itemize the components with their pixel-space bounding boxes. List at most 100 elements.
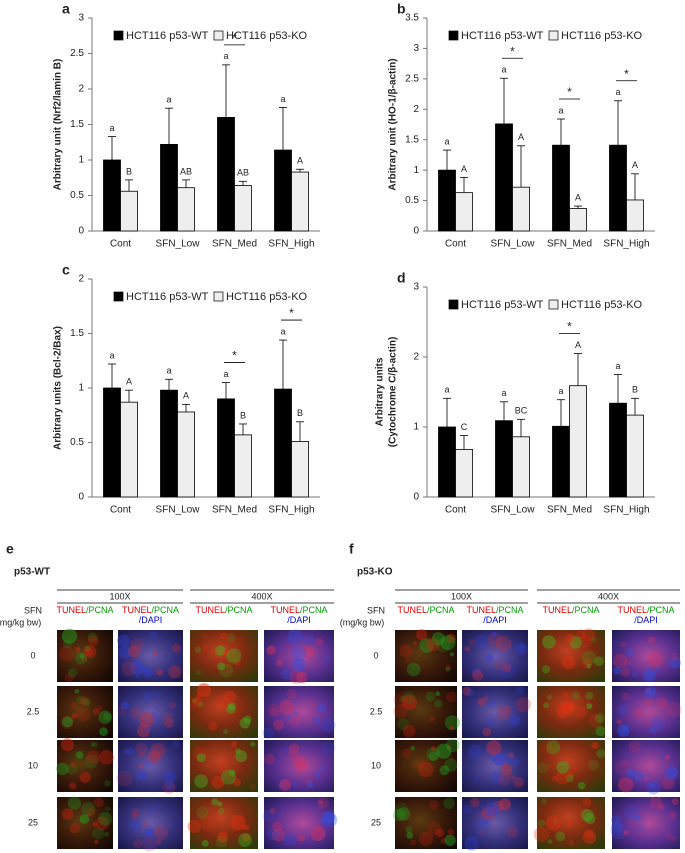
micrograph-texture	[444, 715, 460, 731]
micrograph-texture	[192, 746, 207, 761]
bar	[495, 123, 513, 232]
micrograph-texture	[515, 697, 531, 713]
column-label-part: /PCNA	[647, 605, 675, 615]
panel-label: d	[397, 270, 406, 286]
micrograph-texture	[435, 691, 440, 697]
group-letter: A	[461, 164, 467, 174]
micrograph-texture	[596, 749, 606, 759]
micrograph-texture	[577, 781, 586, 790]
y-tick-label: 2	[413, 104, 419, 115]
micrograph-texture	[144, 759, 154, 768]
x-tick-label: Cont	[110, 505, 131, 516]
micrograph-texture	[575, 706, 587, 718]
micrograph-texture	[565, 774, 574, 783]
micrograph-texture	[425, 691, 436, 702]
micrograph-texture	[496, 705, 512, 720]
micrograph-texture	[543, 702, 550, 709]
micrograph-texture	[71, 712, 78, 719]
micrograph-texture	[429, 716, 435, 722]
bar	[455, 448, 473, 498]
y-tick-label: 3	[413, 43, 419, 54]
micrograph-texture	[199, 815, 216, 832]
micrograph-texture	[440, 837, 447, 844]
micrograph-texture	[503, 753, 516, 766]
x-tick-label: Cont	[445, 239, 466, 250]
micrograph-texture	[513, 759, 520, 765]
micrograph-texture	[491, 700, 497, 706]
legend-label: HCT116 p53-KO	[561, 30, 643, 42]
micrograph	[462, 630, 528, 682]
group-letter: A	[518, 132, 524, 142]
micrograph-texture	[104, 831, 110, 837]
micrograph-texture	[555, 831, 566, 842]
micrograph-texture	[610, 821, 623, 833]
micrograph-texture	[150, 714, 161, 725]
micrograph-texture	[69, 782, 76, 790]
micrograph-texture	[283, 833, 297, 847]
micrograph-texture	[426, 637, 440, 652]
micrograph-texture	[123, 748, 129, 754]
column-label: TUNEL/PCNA	[270, 605, 327, 615]
micrograph-texture	[449, 725, 454, 730]
micrograph-texture	[431, 632, 446, 646]
micrograph-texture	[61, 628, 78, 644]
micrograph-texture	[135, 742, 148, 755]
y-tick-label: 2	[413, 352, 419, 363]
bar	[626, 414, 644, 498]
group-letter: a	[223, 51, 228, 61]
micrograph-texture	[87, 635, 99, 647]
micrograph-texture	[272, 828, 286, 842]
micrograph-texture	[196, 693, 202, 700]
micrograph-texture	[612, 653, 628, 669]
y-tick-label: 0.5	[405, 195, 419, 206]
micrograph-texture	[152, 650, 158, 656]
micrograph	[190, 740, 258, 792]
micrograph-texture	[98, 710, 112, 724]
micrograph-texture	[515, 685, 525, 695]
y-tick-label: 1	[78, 155, 84, 166]
micrograph	[395, 740, 457, 792]
micrograph-texture	[533, 826, 550, 843]
row-label: 2.5	[27, 706, 40, 716]
micrograph-texture	[145, 829, 153, 837]
micrograph-texture	[586, 664, 591, 669]
micrograph-texture	[87, 632, 98, 643]
micrograph-texture	[670, 652, 680, 661]
micrograph-texture	[81, 802, 96, 817]
micrograph-texture	[646, 686, 657, 697]
micrograph-texture	[94, 797, 104, 807]
micrograph-texture	[143, 691, 154, 702]
micrograph-texture	[287, 750, 299, 762]
micrograph-texture	[239, 717, 251, 729]
micrograph-texture	[537, 761, 549, 774]
micrograph-texture	[121, 661, 137, 677]
micrograph-texture	[75, 652, 88, 665]
micrograph-texture	[73, 785, 78, 791]
micrograph-texture	[401, 694, 417, 710]
micrograph-texture	[582, 658, 593, 669]
micrograph-texture	[249, 783, 257, 791]
y-tick-label: 3	[78, 13, 84, 24]
micrograph-texture	[192, 696, 203, 707]
micrograph-texture	[552, 775, 558, 782]
micrograph-texture	[394, 802, 409, 817]
column-label-part: TUNEL	[270, 605, 300, 615]
micrograph-texture	[582, 797, 592, 807]
micrograph-texture	[464, 646, 471, 652]
micrograph-texture	[242, 832, 251, 842]
column-label-part: /PCNA	[496, 605, 524, 615]
row-label: 25	[371, 817, 381, 827]
micrograph-texture	[70, 701, 79, 710]
legend-swatch	[448, 299, 459, 310]
micrograph-texture	[581, 628, 596, 642]
micrograph-texture	[137, 724, 151, 738]
micrograph-texture	[555, 770, 570, 785]
micrograph-texture	[59, 645, 75, 662]
micrograph-texture	[429, 800, 439, 810]
bar	[234, 185, 252, 232]
micrograph-texture	[117, 706, 127, 717]
micrograph-texture	[649, 727, 656, 734]
micrograph-texture	[632, 671, 639, 678]
micrograph-texture	[490, 771, 503, 784]
micrograph	[118, 797, 183, 849]
